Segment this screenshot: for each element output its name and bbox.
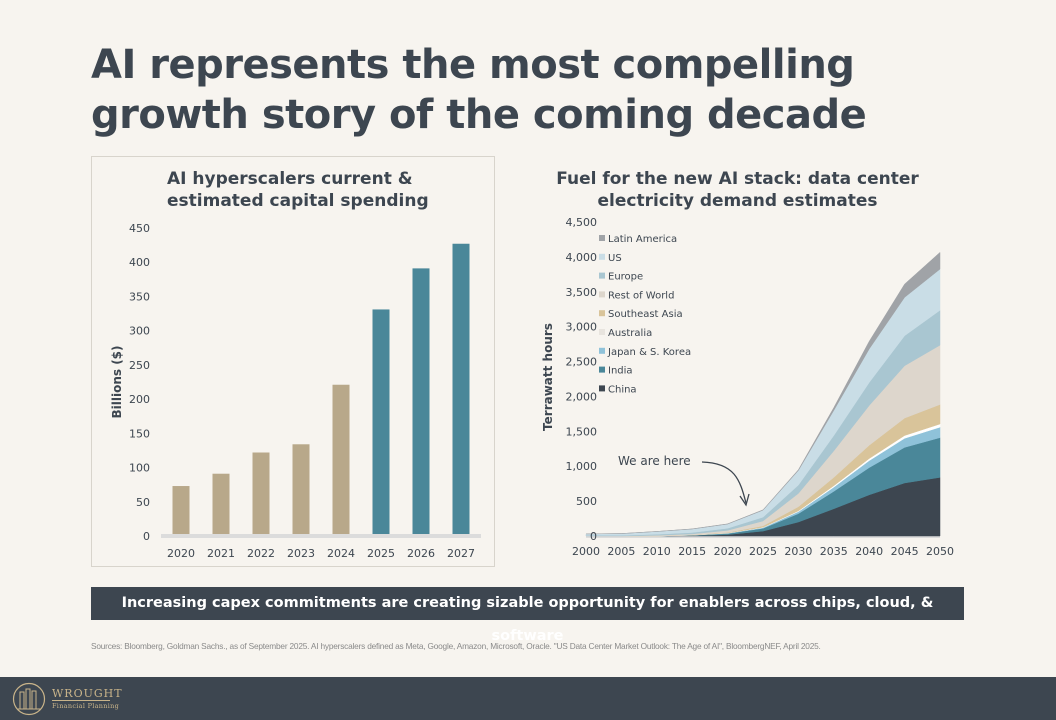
y-tick-label: 200: [129, 393, 150, 406]
x-tick-label: 2020: [167, 547, 195, 560]
x-tick-label: 2025: [749, 545, 777, 558]
bar: [412, 268, 430, 534]
legend-swatch: [599, 310, 605, 317]
conclusion-banner: Increasing capex commitments are creatin…: [91, 587, 964, 644]
x-tick-label: 2027: [447, 547, 475, 560]
y-tick-label: 4,000: [566, 251, 598, 264]
x-tick-label: 2025: [367, 547, 395, 560]
legend-label: US: [608, 253, 622, 264]
y-axis-label: Billions ($): [110, 345, 124, 418]
capex-bar-chart: 0 50 100 150 200 250 300 350 400 450 2020 2021 2022 2…: [110, 222, 481, 560]
x-tick-label: 2005: [607, 545, 635, 558]
electricity-area-chart: 0 500 1,000 1,500 2,000 2,500 3,000 3,500 4,000 4…: [541, 216, 954, 558]
legend-label: Japan & S. Korea: [607, 347, 691, 358]
y-tick-label: 2,000: [566, 390, 598, 403]
brand-tagline: Financial Planning: [52, 702, 120, 710]
y-tick-label: 250: [129, 359, 150, 372]
y-tick-label: 350: [129, 290, 150, 303]
y-tick-label: 500: [576, 495, 597, 508]
building-columns-logo: [12, 682, 46, 716]
legend-label: Europe: [608, 272, 643, 283]
x-tick-label: 2015: [678, 545, 706, 558]
legend-label: Latin America: [608, 234, 677, 245]
x-tick-label: 2022: [247, 547, 275, 560]
bar: [252, 452, 270, 534]
y-tick-label: 150: [129, 427, 150, 440]
capex-chart-title: AI hyperscalers current & estimated capi…: [167, 169, 429, 211]
area-series-latin-america: [585, 251, 941, 535]
legend-label: Rest of World: [608, 290, 674, 301]
x-tick-label: 2024: [327, 547, 355, 560]
page-title: AI represents the most compelling growth…: [91, 42, 867, 138]
legend-swatch: [599, 291, 605, 298]
legend-swatch: [599, 347, 605, 354]
x-tick-label: 2045: [891, 545, 919, 558]
y-tick-label: 50: [136, 496, 150, 509]
electricity-chart-title: Fuel for the new AI stack: data center e…: [556, 169, 919, 211]
y-tick-label: 1,000: [566, 460, 598, 473]
legend-label: Southeast Asia: [608, 309, 683, 320]
annotation-arrow: [701, 461, 747, 504]
y-axis-label: Terrawatt hours: [541, 323, 555, 431]
x-tick-label: 2035: [820, 545, 848, 558]
annotation-text: We are here: [618, 454, 691, 468]
x-tick-label: 2000: [572, 545, 600, 558]
y-tick-label: 450: [129, 222, 150, 235]
legend-swatch: [599, 329, 605, 335]
legend-swatch: [599, 272, 605, 279]
y-tick-label: 3,000: [566, 321, 598, 334]
legend-swatch: [599, 366, 605, 373]
legend-label: India: [608, 366, 633, 377]
x-tick-label: 2020: [714, 545, 742, 558]
x-tick-label: 2010: [643, 545, 671, 558]
legend-label: China: [608, 384, 637, 395]
annotation-arrowhead: [739, 493, 750, 507]
footer-bar: WROUGHT Financial Planning: [0, 677, 1056, 720]
y-tick-label: 0: [590, 530, 597, 543]
legend-label: Australia: [608, 328, 652, 339]
x-tick-label: 2021: [207, 547, 235, 560]
legend-swatch: [599, 253, 605, 260]
sources-note: Sources: Bloomberg, Goldman Sachs., as o…: [91, 641, 821, 651]
legend-swatch: [599, 385, 605, 392]
x-tick-label: 2023: [287, 547, 315, 560]
x-tick-label: 2026: [407, 547, 435, 560]
bar: [372, 309, 390, 534]
y-tick-label: 100: [129, 462, 150, 475]
x-tick-label: 2040: [855, 545, 883, 558]
bar: [292, 444, 310, 534]
bar: [172, 486, 190, 534]
y-tick-label: 1,500: [566, 425, 598, 438]
y-tick-label: 300: [129, 325, 150, 338]
bar: [332, 384, 350, 534]
bar: [452, 243, 470, 534]
brand-name: WROUGHT: [52, 687, 123, 700]
bar: [212, 473, 230, 534]
x-tick-label: 2050: [926, 545, 954, 558]
y-tick-label: 2,500: [566, 356, 598, 369]
y-tick-label: 400: [129, 256, 150, 269]
y-tick-label: 3,500: [566, 286, 598, 299]
legend-swatch: [599, 235, 605, 241]
y-tick-label: 4,500: [566, 216, 598, 229]
y-tick-label: 0: [143, 530, 150, 543]
brand-divider: [52, 700, 110, 701]
x-tick-label: 2030: [784, 545, 812, 558]
